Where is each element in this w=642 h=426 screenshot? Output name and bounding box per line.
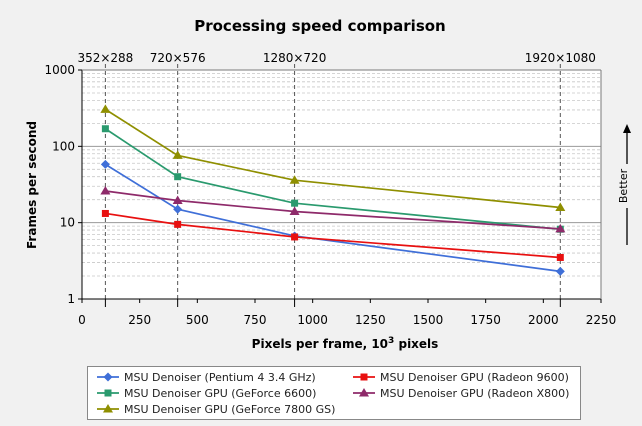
x-tick-label: 1500 [413,313,444,327]
data-point [100,185,111,195]
x-tick-label: 250 [128,313,151,327]
y-tick-label: 1 [67,292,75,306]
chart-title: Processing speed comparison [194,17,446,35]
legend-label: MSU Denoiser GPU (GeForce 7800 GS) [124,402,336,416]
y-tick-label: 10 [60,216,75,230]
data-point [555,266,565,276]
series-line [104,128,561,231]
legend-label: MSU Denoiser (Pentium 4 3.4 GHz) [124,370,316,384]
legend-label: MSU Denoiser GPU (Radeon X800) [380,386,570,400]
legend-swatch-marker [360,373,368,381]
legend-item: MSU Denoiser GPU (Radeon 9600) [352,369,569,385]
data-point [173,204,183,214]
series-line [105,190,561,230]
x-tick-label: 2000 [528,313,559,327]
legend-swatch [353,388,375,397]
resolution-markers: 352×288 720×576 1280×720 1920×1080 [77,51,596,307]
legend-swatch [97,389,119,397]
legend-swatch [97,372,119,382]
resolution-label: 1280×720 [263,51,327,65]
data-point [291,233,299,241]
y-tick-label: 100 [52,139,75,153]
legend-swatch-marker [103,372,113,382]
series-line [105,212,561,259]
legend-swatch-marker [359,388,369,397]
x-tick-label: 1000 [297,313,328,327]
data-point [291,199,299,207]
data-point [101,209,109,217]
data-point [555,223,566,233]
legend-label: MSU Denoiser GPU (GeForce 6600) [124,386,317,400]
data-point [556,253,564,261]
legend-swatch-marker [103,404,113,413]
data-point [100,104,111,113]
resolution-label: 352×288 [77,51,133,65]
better-label: Better [617,168,630,203]
data-point [174,220,182,228]
data-point [172,150,183,159]
legend-item: MSU Denoiser GPU (GeForce 6600) [96,385,316,401]
better-arrow-head [623,124,631,133]
legend-item: MSU Denoiser GPU (Radeon X800) [352,385,569,401]
x-tick-label: 750 [244,313,267,327]
x-tick-label: 2250 [586,313,617,327]
better-indicator: Better [617,124,631,245]
series-4 [100,104,566,212]
x-axis-title: Pixels per frame, 103 pixels [252,336,439,351]
data-point [555,202,566,212]
x-tick-label: 1250 [355,313,386,327]
resolution-label: 720×576 [150,51,206,65]
y-axis-title: Frames per second [25,121,39,249]
series-line [104,163,561,273]
legend: MSU Denoiser (Pentium 4 3.4 GHz) MSU Deno… [87,366,581,420]
x-tick-label: 1750 [470,313,501,327]
x-tick-label: 0 [78,313,86,327]
resolution-label: 1920×1080 [525,51,596,65]
x-tick-label: 500 [186,313,209,327]
y-tick-label: 1000 [44,63,75,77]
data-point [101,125,109,133]
series-1 [101,209,564,261]
series-3 [100,185,566,233]
legend-label: MSU Denoiser GPU (Radeon 9600) [380,370,569,384]
data-point [172,195,183,205]
series-group [100,104,566,276]
legend-item: MSU Denoiser GPU (GeForce 7800 GS) [96,401,335,417]
data-point [100,159,110,169]
series-line [104,108,561,209]
legend-swatch-marker [104,389,112,397]
legend-item: MSU Denoiser (Pentium 4 3.4 GHz) [96,369,316,385]
data-point [289,175,300,184]
legend-swatch [353,373,375,381]
legend-swatch [97,404,119,413]
data-point [174,173,182,181]
axes: 1 10 100 1000 0 250 500 750 1000 1250 1500 1750 2000… [44,63,616,327]
data-point [289,206,300,216]
